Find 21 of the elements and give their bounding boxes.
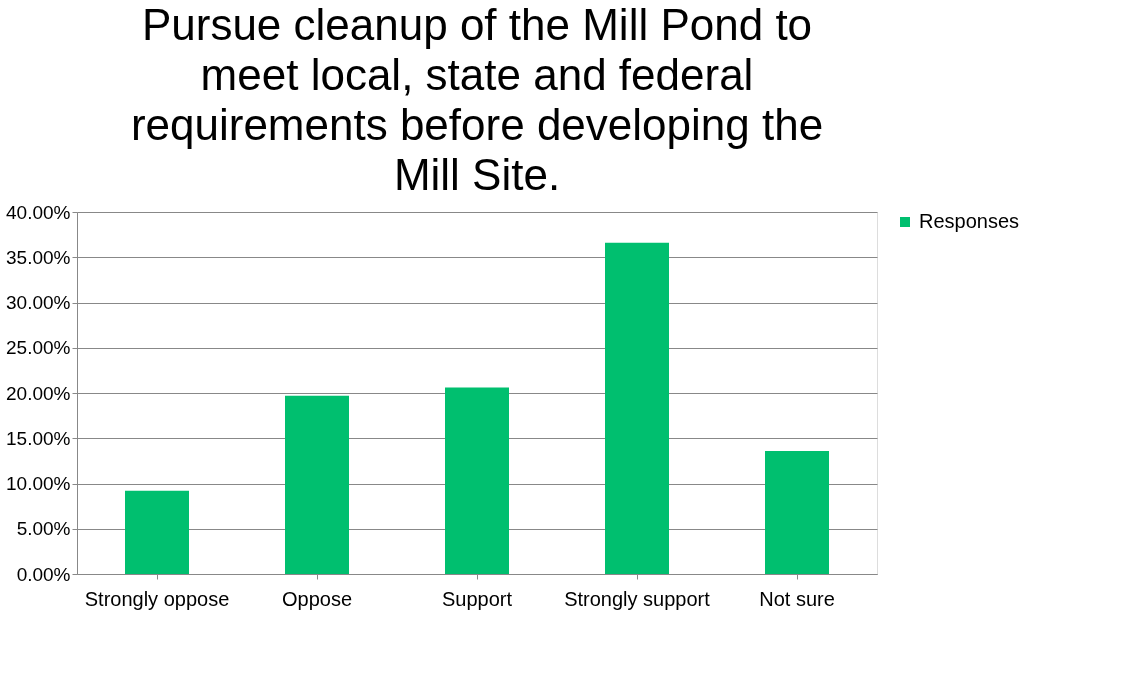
y-tick-label: 30.00% xyxy=(6,292,71,313)
y-tick-label: 40.00% xyxy=(6,201,71,223)
x-tick-label: Support xyxy=(441,587,513,610)
bar xyxy=(605,242,669,574)
y-tick-label: 5.00% xyxy=(16,518,71,540)
y-tick-label: 35.00% xyxy=(6,246,71,268)
x-tick-label: Strongly support xyxy=(564,587,711,610)
bar xyxy=(445,387,509,574)
x-tick-label: Not sure xyxy=(759,587,835,610)
x-tick-label: Oppose xyxy=(281,587,353,610)
chart-title: Pursue cleanup of the Mill Pond to meet local, state and federal requirements before developing the Mill Site. xyxy=(130,0,824,199)
bar xyxy=(125,490,189,574)
y-tick-label: 0.00% xyxy=(16,563,71,585)
y-tick-label: 20.00% xyxy=(6,382,71,404)
y-tick-label: 15.00% xyxy=(6,427,71,449)
y-tick-label: 25.00% xyxy=(6,337,71,359)
bar xyxy=(285,395,349,574)
x-tick-label: Strongly oppose xyxy=(84,587,230,610)
legend-label: Responses xyxy=(919,210,1020,232)
bar xyxy=(765,450,829,574)
y-tick-label: 10.00% xyxy=(6,473,71,494)
